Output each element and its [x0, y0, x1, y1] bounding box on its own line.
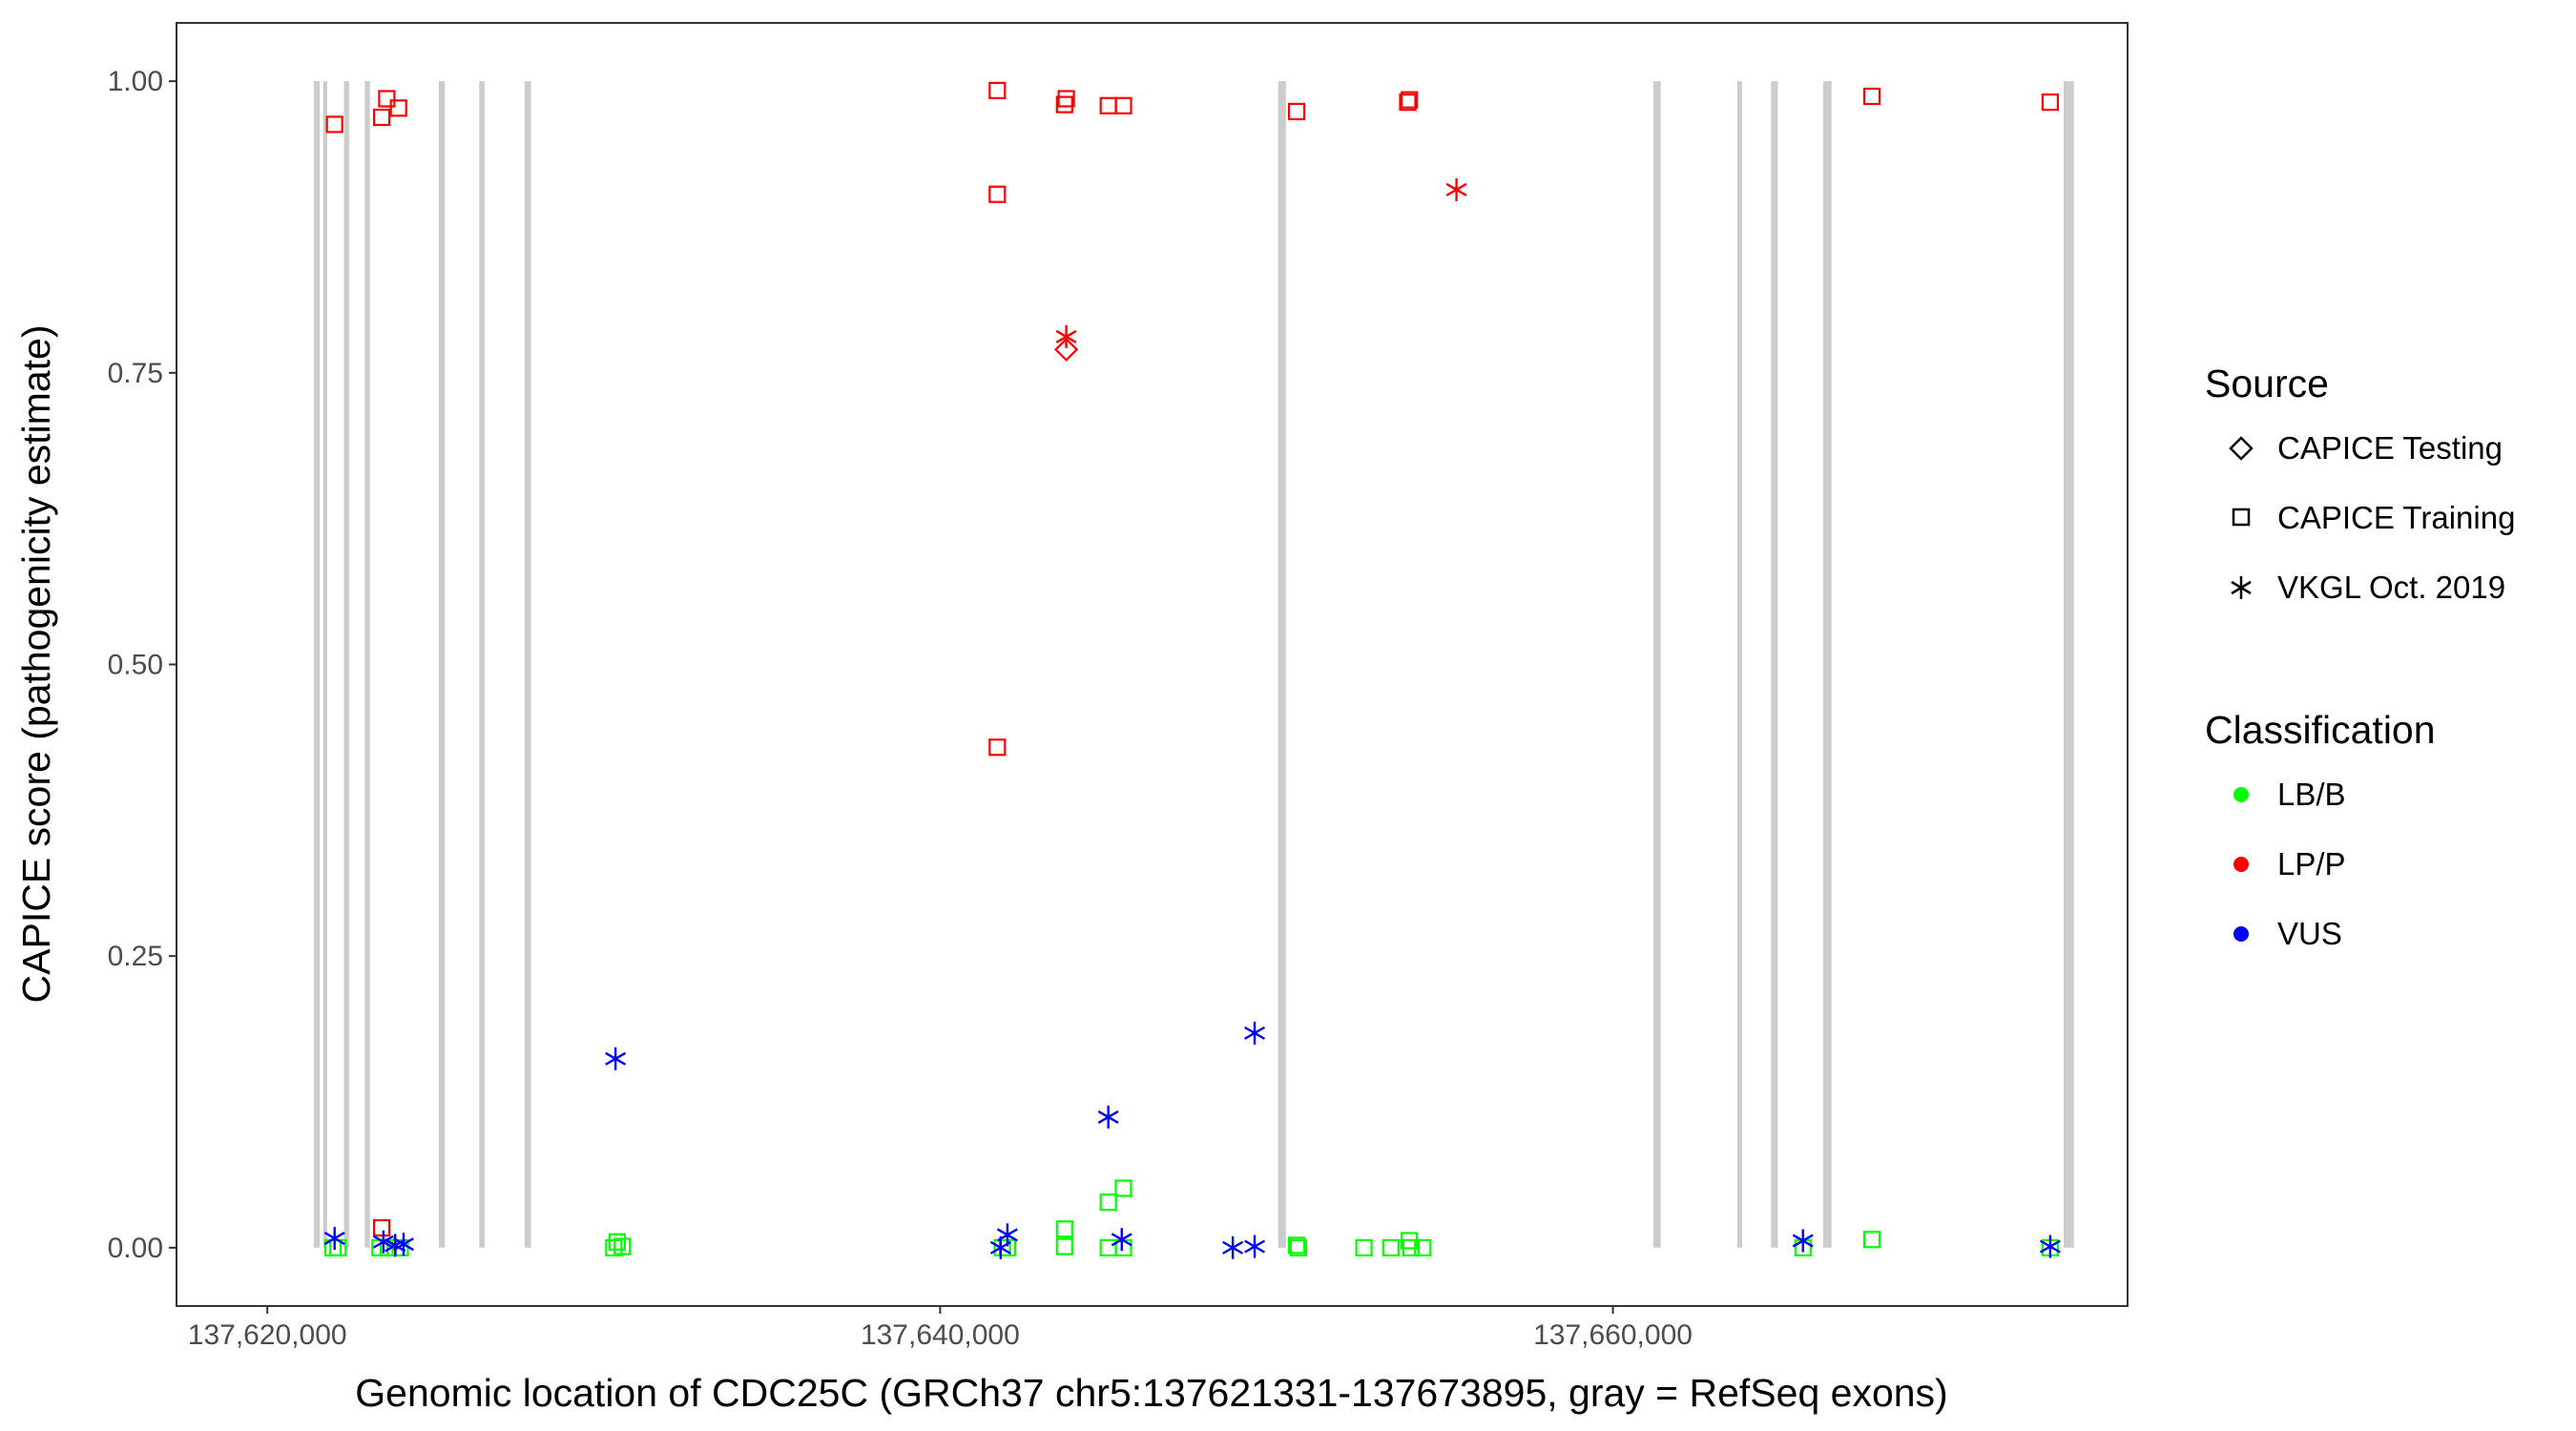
data-point-asterisk: [2039, 1234, 2061, 1258]
legend-label-capice-training: CAPICE Training: [2277, 500, 2515, 535]
data-point-square: [1114, 96, 1132, 114]
data-point-square: [1057, 90, 1075, 108]
y-axis-title: CAPICE score (pathogenicity estimate): [14, 325, 58, 1004]
data-point-asterisk: [1792, 1229, 1814, 1253]
data-point-square: [1289, 1238, 1308, 1257]
data-point-asterisk: [1111, 1228, 1132, 1252]
data-point-square: [988, 185, 1007, 203]
legend-item-vus: VUS: [2233, 916, 2342, 951]
exon-band: [524, 81, 531, 1248]
exon-band: [1652, 81, 1661, 1248]
x-axis: 137,620,000 137,640,000 137,660,000: [188, 1306, 1693, 1351]
x-axis-title: Genomic location of CDC25C (GRCh37 chr5:…: [355, 1371, 1947, 1415]
data-point-square: [1401, 91, 1419, 109]
x-tick-label: 137,640,000: [861, 1319, 1020, 1351]
legend-key-asterisk-icon: [2231, 576, 2252, 599]
y-axis: 0.00 0.25 0.50 0.75 1.00: [108, 66, 177, 1264]
data-point-square: [1862, 87, 1881, 106]
data-point-square: [1381, 1238, 1400, 1257]
data-point-asterisk: [1244, 1021, 1266, 1045]
data-point-asterisk: [372, 1230, 394, 1254]
data-point-square: [1399, 93, 1417, 112]
y-tick-label: 0.00: [108, 1233, 163, 1264]
x-tick-label: 137,660,000: [1533, 1319, 1693, 1351]
data-point-asterisk: [1445, 177, 1467, 201]
legend-key-dot-red: [2233, 857, 2249, 872]
y-tick-label: 1.00: [108, 66, 163, 97]
data-point-square: [608, 1233, 627, 1251]
legend-label-vus: VUS: [2277, 916, 2342, 951]
exon-layer: [313, 81, 2074, 1248]
data-point-asterisk: [996, 1223, 1018, 1247]
data-point-square: [1055, 95, 1073, 114]
y-tick-label: 0.50: [108, 650, 163, 681]
y-tick-label: 0.75: [108, 358, 163, 389]
legend-label-lb-b: LB/B: [2277, 777, 2346, 812]
data-point-asterisk: [393, 1233, 414, 1256]
legend-title-classification: Classification: [2205, 708, 2436, 752]
legend-item-vkgl: VKGL Oct. 2019: [2231, 570, 2505, 605]
legend-item-lp-p: LP/P: [2233, 846, 2346, 881]
data-point-square: [1055, 1237, 1073, 1255]
y-tick-label: 0.25: [108, 941, 163, 972]
legend-key-diamond-icon: [2229, 436, 2254, 461]
exon-band: [479, 81, 485, 1248]
exon-band: [313, 81, 321, 1248]
data-point-asterisk: [1055, 324, 1077, 348]
data-point-square: [1099, 1193, 1117, 1212]
legend-key-dot-blue: [2233, 926, 2249, 942]
legend-key-square-icon: [2232, 508, 2251, 527]
exon-band: [1737, 81, 1742, 1248]
data-point-asterisk: [605, 1047, 627, 1070]
legend-label-vkgl: VKGL Oct. 2019: [2277, 570, 2505, 605]
data-point-square: [1414, 1238, 1432, 1257]
data-point-asterisk: [323, 1227, 345, 1251]
data-point-square: [1355, 1238, 1373, 1257]
exon-band: [343, 81, 349, 1248]
exon-band: [2064, 81, 2074, 1248]
data-point-asterisk: [1244, 1234, 1266, 1258]
data-point-square: [373, 108, 391, 127]
legend-label-lp-p: LP/P: [2277, 846, 2346, 881]
data-point-square: [613, 1237, 632, 1255]
legend-title-source: Source: [2205, 362, 2329, 405]
data-point-square: [1402, 1238, 1421, 1257]
data-point-square: [389, 99, 407, 117]
exon-band: [439, 81, 446, 1248]
data-point-square: [1862, 1231, 1881, 1249]
legend-key-dot-green: [2233, 787, 2249, 802]
data-point-asterisk: [1097, 1105, 1119, 1129]
data-point-square: [373, 1218, 391, 1237]
exon-band: [1278, 81, 1286, 1248]
data-point-square: [1287, 1236, 1306, 1255]
data-point-asterisk: [1222, 1235, 1244, 1259]
data-point-square: [1287, 102, 1306, 121]
legend-item-capice-training: CAPICE Training: [2232, 500, 2515, 535]
data-point-square: [325, 115, 343, 134]
exon-band: [322, 81, 327, 1248]
data-point-asterisk: [384, 1234, 406, 1257]
legend-item-capice-testing: CAPICE Testing: [2229, 430, 2503, 466]
data-point-square: [378, 90, 396, 108]
point-layer: [323, 81, 2061, 1259]
exon-band: [1771, 81, 1778, 1248]
x-tick-label: 137,620,000: [188, 1319, 347, 1351]
legend-label-capice-testing: CAPICE Testing: [2277, 430, 2503, 466]
legend: Source CAPICE Testing CAPICE Training VK…: [2205, 362, 2515, 951]
data-point-square: [988, 738, 1007, 757]
data-point-square: [988, 81, 1007, 100]
legend-item-lb-b: LB/B: [2233, 777, 2346, 812]
exon-band: [364, 81, 370, 1248]
data-point-square: [1114, 1179, 1132, 1197]
data-point-square: [2041, 93, 2059, 112]
data-point-diamond: [1054, 337, 1079, 362]
data-point-square: [1055, 1220, 1073, 1238]
exon-band: [1822, 81, 1832, 1248]
